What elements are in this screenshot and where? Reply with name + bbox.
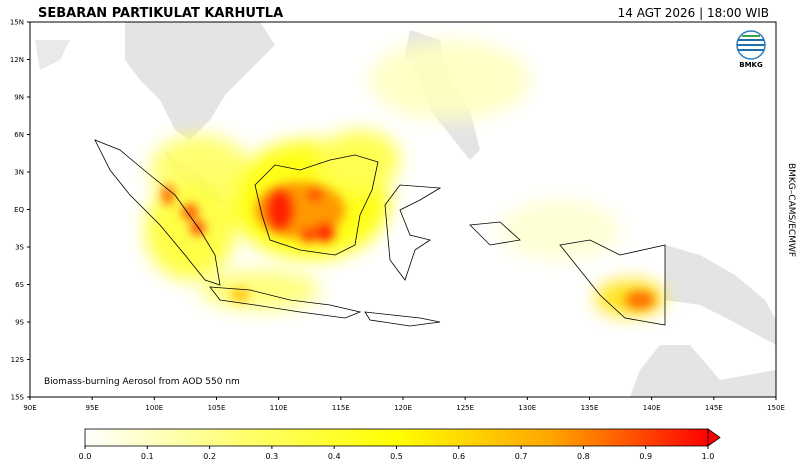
y-tick-label: 9N [14, 94, 24, 102]
colorbar-tick-label: 0.7 [515, 452, 528, 461]
x-tick-label: 110E [270, 404, 288, 412]
y-tick-label: 6N [14, 131, 24, 139]
y-tick-label: 3N [14, 169, 24, 177]
x-tick-label: 125E [456, 404, 474, 412]
colorbar-tick-label: 0.1 [141, 452, 154, 461]
x-tick-label: 145E [705, 404, 723, 412]
x-tick-label: 120E [394, 404, 412, 412]
x-tick-label: 105E [208, 404, 226, 412]
y-tick-label: EQ [14, 206, 24, 214]
colorbar-tick-label: 0.0 [79, 452, 92, 461]
title: SEBARAN PARTIKULAT KARHUTLA [38, 6, 283, 21]
axes: 90E 95E 100E 105E 110E 115E 120E 125E 130E 135E 14… [10, 19, 785, 413]
colorbar-extend [707, 428, 721, 447]
logo-label: BMKG [739, 61, 763, 69]
colorbar-tick-label: 1.0 [702, 452, 715, 461]
y-tick-label: 12S [11, 356, 25, 364]
logo: BMKG [736, 30, 766, 69]
y-tick-label: 3S [15, 244, 24, 252]
source-label: BMKG–CAMS/ECMWF [786, 163, 796, 257]
colorbar-tick-label: 0.3 [266, 452, 279, 461]
y-tick-label: 6S [15, 281, 24, 289]
map [30, 22, 776, 397]
x-tick-label: 135E [581, 404, 599, 412]
x-tick-label: 90E [23, 404, 36, 412]
datetime: 14 AGT 2026 | 18:00 WIB [618, 6, 769, 20]
x-tick-label: 140E [643, 404, 661, 412]
y-tick-label: 15N [10, 19, 24, 27]
x-tick-label: 130E [518, 404, 536, 412]
x-tick-label: 100E [145, 404, 163, 412]
colorbar-tick-label: 0.4 [328, 452, 341, 461]
y-tick-label: 12N [10, 56, 24, 64]
x-tick-label: 95E [85, 404, 98, 412]
x-tick-label: 115E [332, 404, 350, 412]
colorbar-fill [85, 429, 708, 446]
colorbar-tick-label: 0.8 [577, 452, 590, 461]
colorbar: 0.0 0.1 0.2 0.3 0.4 0.5 0.6 0.7 0.8 0.9 1.0 [79, 428, 721, 461]
y-tick-label: 15S [11, 394, 25, 402]
colorbar-tick-label: 0.9 [639, 452, 652, 461]
colorbar-tick-label: 0.5 [390, 452, 403, 461]
y-tick-label: 9S [15, 319, 24, 327]
map-note: Biomass-burning Aerosol from AOD 550 nm [44, 377, 240, 387]
colorbar-tick-label: 0.6 [452, 452, 465, 461]
x-tick-label: 150E [767, 404, 785, 412]
colorbar-tick-label: 0.2 [203, 452, 216, 461]
